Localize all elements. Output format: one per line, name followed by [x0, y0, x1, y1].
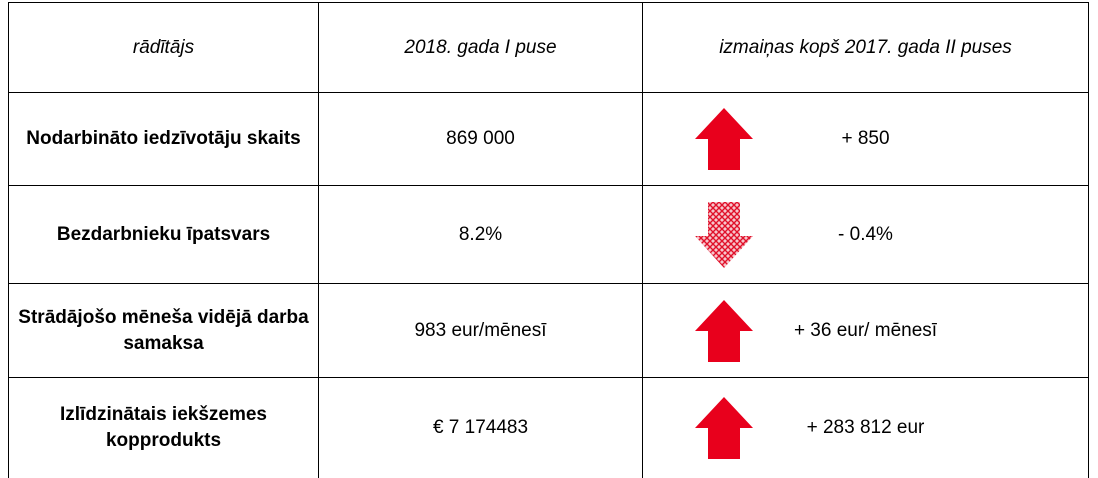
- change-cell: + 850: [642, 92, 1089, 186]
- down-arrow: [695, 201, 753, 268]
- row: Izlīdzinātais iekšzemes kopprodukts € 7 …: [8, 377, 1089, 478]
- value-cell: 983 eur/mēnesī: [318, 283, 643, 378]
- label-cell: Strādājošo mēneša vidējā darba samaksa: [8, 283, 319, 378]
- change-text: - 0.4%: [838, 223, 893, 245]
- header-cell: 2018. gada I puse: [318, 2, 643, 93]
- label-cell: Nodarbināto iedzīvotāju skaits: [8, 92, 319, 186]
- change-text: + 850: [841, 128, 890, 149]
- change-cell: - 0.4%: [642, 185, 1089, 284]
- label-cell: Bezdarbnieku īpatsvars: [8, 185, 319, 284]
- value-cell: 869 000: [318, 92, 643, 186]
- row: Strādājošo mēneša vidējā darba samaksa 9…: [8, 283, 1089, 378]
- header-row: rādītājs 2018. gada I puse izmaiņas kopš…: [8, 2, 1089, 93]
- up-arrow: [695, 299, 753, 362]
- up-arrow: [695, 108, 753, 170]
- header-cell: rādītājs: [8, 2, 319, 93]
- data-table: rādītājs 2018. gada I puse izmaiņas kopš…: [8, 2, 1089, 478]
- change-text: + 36 eur/ mēnesī: [793, 319, 938, 341]
- change-text: + 283 812 eur: [806, 416, 925, 438]
- up-arrow: [695, 396, 753, 459]
- header-cell: izmaiņas kopš 2017. gada II puses: [642, 2, 1089, 93]
- change-cell: + 283 812 eur: [642, 377, 1089, 478]
- row: Nodarbināto iedzīvotāju skaits 869 000 +…: [8, 92, 1089, 186]
- value-cell: 8.2%: [318, 185, 643, 284]
- label-cell: Izlīdzinātais iekšzemes kopprodukts: [8, 377, 319, 478]
- change-cell: + 36 eur/ mēnesī: [642, 283, 1089, 378]
- value-cell: € 7 174483: [318, 377, 643, 478]
- row: Bezdarbnieku īpatsvars 8.2% - 0.4%: [8, 185, 1089, 284]
